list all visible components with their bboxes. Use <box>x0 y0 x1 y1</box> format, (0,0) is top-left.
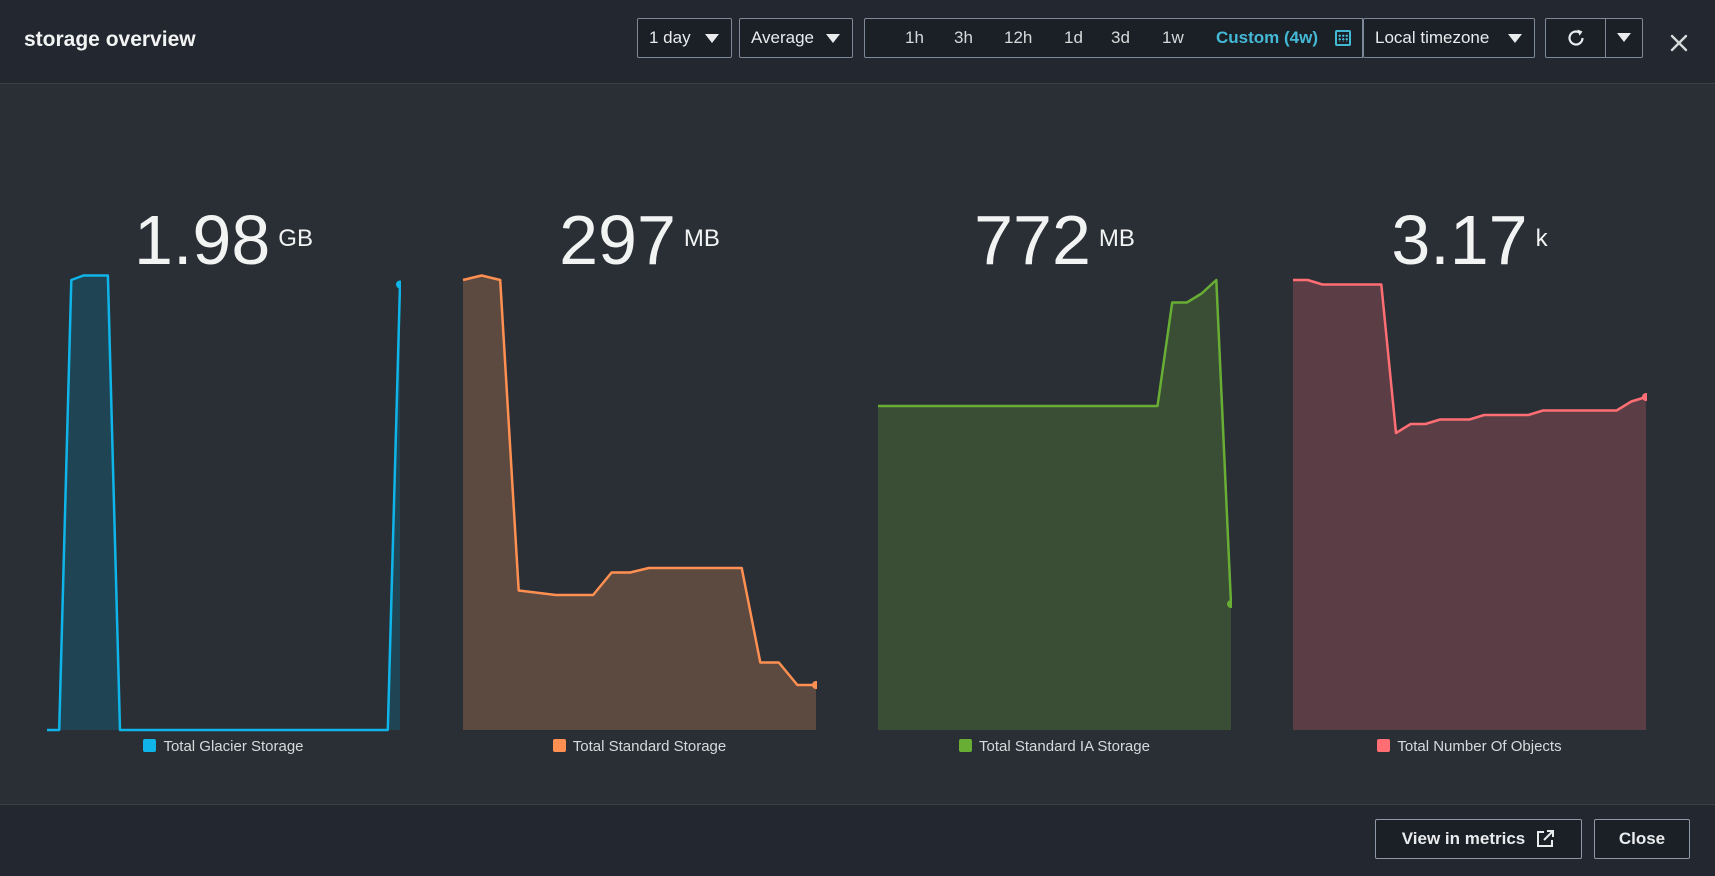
chart-legend: Total Glacier Storage <box>46 738 401 755</box>
range-button-3d[interactable]: 3d <box>1111 28 1130 47</box>
metric-number: 772 <box>974 201 1091 279</box>
metric-value: 772 MB <box>877 200 1232 280</box>
sparkline-last-point <box>396 280 401 289</box>
time-range-group: 1h 3h 12h 1d 3d 1w Custom (4w) <box>864 18 1363 58</box>
sparkline-area <box>1293 280 1646 730</box>
metric-widget-glacier: 1.98 GB Total Glacier Storage <box>46 200 401 760</box>
metric-unit: MB <box>683 225 720 252</box>
caret-down-icon <box>826 34 840 43</box>
refresh-icon <box>1567 29 1584 46</box>
period-select-value: 1 day <box>649 28 691 47</box>
legend-label: Total Standard IA Storage <box>979 738 1150 755</box>
metric-unit: k <box>1535 225 1548 252</box>
modal-footer: View in metrics Close <box>0 804 1715 876</box>
close-icon[interactable] <box>1666 30 1692 56</box>
range-button-1d[interactable]: 1d <box>1064 28 1083 47</box>
range-button-custom[interactable]: Custom (4w) <box>1216 28 1318 47</box>
external-link-icon <box>1537 830 1555 847</box>
legend-swatch <box>143 739 157 752</box>
sparkline-last-point <box>1642 393 1647 401</box>
chart-legend: Total Standard IA Storage <box>877 738 1232 755</box>
metric-widget-standard: 297 MB Total Standard Storage <box>462 200 817 760</box>
statistic-select-value: Average <box>751 28 815 47</box>
legend-swatch <box>1377 739 1391 752</box>
range-button-12h[interactable]: 12h <box>1004 28 1033 47</box>
metric-number: 1.98 <box>134 201 271 279</box>
sparkline-line <box>462 274 816 687</box>
metric-unit: MB <box>1098 225 1135 252</box>
chart-legend: Total Number Of Objects <box>1292 738 1647 755</box>
sparkline-chart <box>1293 278 1647 730</box>
sparkline-chart <box>462 274 817 730</box>
metric-widget-standard-ia: 772 MB Total Standard IA Storage <box>877 200 1232 760</box>
calendar-icon[interactable] <box>1335 30 1351 46</box>
close-button[interactable]: Close <box>1594 819 1690 859</box>
range-button-1w[interactable]: 1w <box>1162 28 1184 47</box>
range-button-3h[interactable]: 3h <box>954 28 973 47</box>
sparkline-last-point <box>812 681 817 689</box>
legend-label: Total Number Of Objects <box>1397 738 1562 755</box>
metric-value: 297 MB <box>462 200 817 280</box>
sparkline-chart <box>47 274 401 732</box>
refresh-button[interactable] <box>1546 19 1606 57</box>
sparkline-line <box>1293 278 1647 435</box>
metric-number: 297 <box>559 201 676 279</box>
metric-widget-objects: 3.17 k Total Number Of Objects <box>1292 200 1647 760</box>
legend-swatch <box>959 739 973 752</box>
modal-header: storage overview 1 day Average 1h 3h 12h… <box>0 0 1715 84</box>
statistic-select[interactable]: Average <box>739 18 853 58</box>
caret-down-icon <box>705 34 719 43</box>
sparkline-last-point <box>1227 600 1232 608</box>
metric-value: 1.98 GB <box>46 200 401 280</box>
view-in-metrics-button[interactable]: View in metrics <box>1375 819 1582 859</box>
legend-label: Total Standard Storage <box>572 738 727 755</box>
legend-label: Total Glacier Storage <box>163 738 304 755</box>
metric-unit: GB <box>278 225 313 252</box>
page-title: storage overview <box>24 28 196 51</box>
refresh-options-button[interactable] <box>1606 19 1642 57</box>
metric-value: 3.17 k <box>1292 200 1647 280</box>
sparkline-area <box>47 275 400 730</box>
refresh-group <box>1545 18 1643 58</box>
legend-swatch <box>552 739 566 752</box>
caret-down-icon <box>1617 33 1631 42</box>
chart-legend: Total Standard Storage <box>462 738 817 755</box>
timezone-select[interactable]: Local timezone <box>1363 18 1535 58</box>
range-button-1h[interactable]: 1h <box>905 28 924 47</box>
period-select[interactable]: 1 day <box>637 18 732 58</box>
sparkline-area <box>878 280 1231 730</box>
sparkline-area <box>463 275 816 730</box>
timezone-select-value: Local timezone <box>1375 28 1490 47</box>
sparkline-line <box>878 278 1232 605</box>
caret-down-icon <box>1508 34 1522 43</box>
sparkline-chart <box>878 278 1232 730</box>
view-in-metrics-label: View in metrics <box>1401 829 1526 848</box>
metric-number: 3.17 <box>1391 201 1528 279</box>
sparkline-line <box>47 274 401 732</box>
